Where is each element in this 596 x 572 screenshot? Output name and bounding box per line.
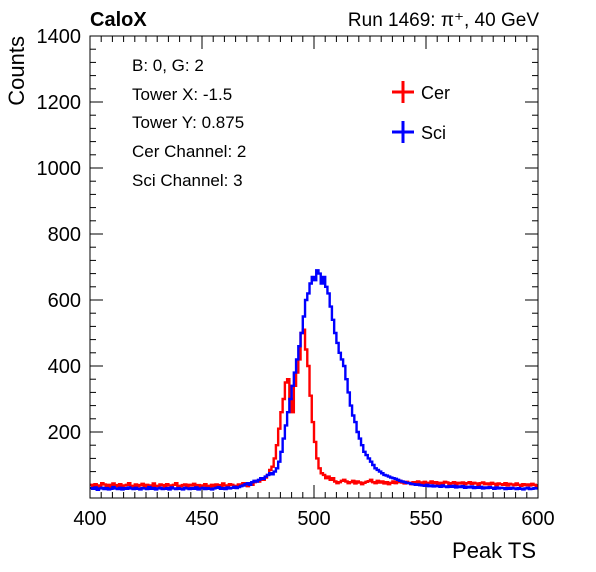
legend-label-sci: Sci (421, 123, 446, 143)
info-line-board: B: 0, G: 2 (132, 56, 204, 75)
y-tick-label: 400 (48, 356, 81, 378)
y-tick-label: 1000 (37, 158, 82, 180)
x-tick-label: 500 (297, 508, 330, 530)
experiment-label: CaloX (90, 9, 147, 31)
plot-frame (89, 35, 539, 499)
run-info-label: Run 1469: π⁺, 40 GeV (348, 10, 539, 31)
legend-marker-sci (392, 121, 414, 143)
info-line-tower-y: Tower Y: 0.875 (132, 113, 244, 132)
legend: Cer Sci (392, 81, 450, 143)
y-axis-label: Counts (4, 36, 29, 106)
x-axis-label: Peak TS (452, 538, 536, 563)
info-box-background (122, 50, 357, 200)
x-tick-label: 450 (185, 508, 218, 530)
series-line-cer (90, 328, 538, 490)
legend-marker-cer (392, 81, 414, 103)
info-line-cer-channel: Cer Channel: 2 (132, 142, 246, 161)
series-layer (90, 269, 538, 491)
plot-area (89, 35, 539, 499)
info-line-tower-x: Tower X: -1.5 (132, 85, 232, 104)
x-tick-labels: 400 450 500 550 600 (73, 508, 554, 530)
y-tick-label: 800 (48, 224, 81, 246)
y-tick-label: 600 (48, 290, 81, 312)
legend-label-cer: Cer (421, 83, 450, 103)
info-line-sci-channel: Sci Channel: 3 (132, 171, 243, 190)
axis-ticks (89, 35, 539, 499)
y-tick-label: 200 (48, 422, 81, 444)
x-tick-label: 550 (409, 508, 442, 530)
info-box: B: 0, G: 2 Tower X: -1.5 Tower Y: 0.875 … (122, 50, 357, 200)
y-tick-label: 1400 (37, 26, 82, 48)
y-tick-label: 1200 (37, 92, 82, 114)
y-tick-labels: 200 400 600 800 1000 1200 1400 (37, 26, 82, 444)
series-line-sci (90, 269, 538, 491)
x-tick-label: 400 (73, 508, 106, 530)
x-tick-label: 600 (521, 508, 554, 530)
